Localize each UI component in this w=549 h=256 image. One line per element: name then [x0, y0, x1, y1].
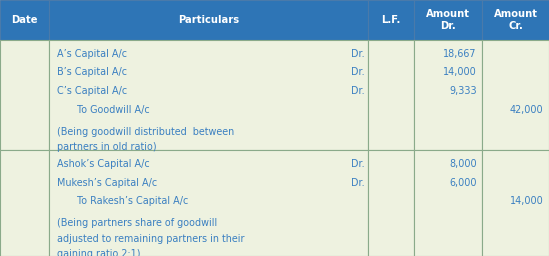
Text: 14,000: 14,000 [510, 196, 544, 206]
Bar [49, 0, 368, 40]
Text: Mukesh’s Capital A/c: Mukesh’s Capital A/c [57, 177, 156, 188]
Text: gaining ratio 2:1): gaining ratio 2:1) [57, 249, 140, 256]
Text: Dr.: Dr. [351, 86, 365, 96]
Text: To Rakesh’s Capital A/c: To Rakesh’s Capital A/c [77, 196, 189, 206]
Bar [368, 40, 414, 150]
Text: Dr.: Dr. [351, 159, 365, 169]
Text: partners in old ratio): partners in old ratio) [57, 142, 156, 152]
Bar [0, 0, 49, 40]
Bar [0, 40, 49, 150]
Text: C’s Capital A/c: C’s Capital A/c [57, 86, 127, 96]
Text: (Being partners share of goodwill: (Being partners share of goodwill [57, 218, 217, 228]
Text: Amount
Dr.: Amount Dr. [426, 9, 470, 31]
Text: 14,000: 14,000 [443, 67, 477, 78]
Text: Dr.: Dr. [351, 177, 365, 188]
Text: Date: Date [12, 15, 38, 25]
Text: Dr.: Dr. [351, 49, 365, 59]
Text: adjusted to remaining partners in their: adjusted to remaining partners in their [57, 234, 244, 244]
Bar [414, 0, 482, 40]
Bar [414, 40, 482, 150]
Bar [482, 150, 549, 256]
Bar [368, 0, 414, 40]
Bar [482, 40, 549, 150]
Text: 18,667: 18,667 [443, 49, 477, 59]
Bar [482, 0, 549, 40]
Text: L.F.: L.F. [382, 15, 401, 25]
Bar [49, 40, 368, 150]
Bar [414, 150, 482, 256]
Text: B’s Capital A/c: B’s Capital A/c [57, 67, 127, 78]
Text: 6,000: 6,000 [449, 177, 477, 188]
Bar [49, 150, 368, 256]
Text: 42,000: 42,000 [510, 105, 544, 115]
Text: Amount
Cr.: Amount Cr. [494, 9, 537, 31]
Text: 9,333: 9,333 [449, 86, 477, 96]
Text: To Goodwill A/c: To Goodwill A/c [77, 105, 150, 115]
Bar [368, 150, 414, 256]
Text: Particulars: Particulars [178, 15, 239, 25]
Text: A’s Capital A/c: A’s Capital A/c [57, 49, 127, 59]
Text: (Being goodwill distributed  between: (Being goodwill distributed between [57, 127, 234, 137]
Bar [0, 150, 49, 256]
Text: Dr.: Dr. [351, 67, 365, 78]
Text: Ashok’s Capital A/c: Ashok’s Capital A/c [57, 159, 149, 169]
Text: 8,000: 8,000 [449, 159, 477, 169]
